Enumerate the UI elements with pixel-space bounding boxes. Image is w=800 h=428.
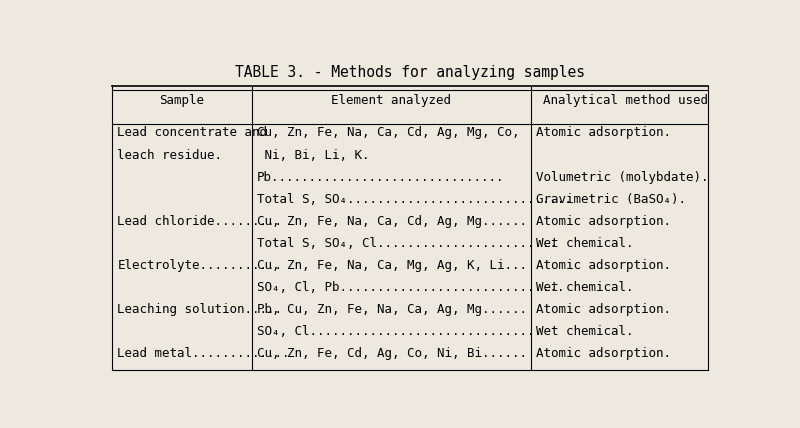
Text: Leaching solution.....: Leaching solution..... bbox=[118, 303, 282, 316]
Text: Atomic adsorption.: Atomic adsorption. bbox=[536, 259, 671, 272]
Text: Sample: Sample bbox=[159, 94, 204, 107]
Text: Cu, Zn, Fe, Na, Ca, Cd, Ag, Mg, Co,: Cu, Zn, Fe, Na, Ca, Cd, Ag, Mg, Co, bbox=[257, 127, 519, 140]
Text: Cu, Zn, Fe, Cd, Ag, Co, Ni, Bi......: Cu, Zn, Fe, Cd, Ag, Co, Ni, Bi...... bbox=[257, 347, 527, 360]
Text: SO₄, Cl, Pb..............................: SO₄, Cl, Pb.............................… bbox=[257, 281, 564, 294]
Text: Atomic adsorption.: Atomic adsorption. bbox=[536, 303, 671, 316]
Text: Lead metal.............: Lead metal............. bbox=[118, 347, 290, 360]
Text: Wet chemical.: Wet chemical. bbox=[536, 325, 634, 338]
Text: Cu, Zn, Fe, Na, Ca, Mg, Ag, K, Li...: Cu, Zn, Fe, Na, Ca, Mg, Ag, K, Li... bbox=[257, 259, 527, 272]
Text: Analytical method used: Analytical method used bbox=[543, 94, 708, 107]
Text: Pb...............................: Pb............................... bbox=[257, 171, 504, 184]
Text: Atomic adsorption.: Atomic adsorption. bbox=[536, 215, 671, 228]
Text: Atomic adsorption.: Atomic adsorption. bbox=[536, 127, 671, 140]
Text: Cu, Zn, Fe, Na, Ca, Cd, Ag, Mg......: Cu, Zn, Fe, Na, Ca, Cd, Ag, Mg...... bbox=[257, 215, 527, 228]
Text: Lead chloride.........: Lead chloride......... bbox=[118, 215, 282, 228]
Text: Ni, Bi, Li, K.: Ni, Bi, Li, K. bbox=[257, 149, 370, 162]
Text: Element analyzed: Element analyzed bbox=[331, 94, 451, 107]
Text: Atomic adsorption.: Atomic adsorption. bbox=[536, 347, 671, 360]
Text: Pb, Cu, Zn, Fe, Na, Ca, Ag, Mg......: Pb, Cu, Zn, Fe, Na, Ca, Ag, Mg...... bbox=[257, 303, 527, 316]
Text: Wet chemical.: Wet chemical. bbox=[536, 237, 634, 250]
Text: Wet chemical.: Wet chemical. bbox=[536, 281, 634, 294]
Text: SO₄, Cl...............................: SO₄, Cl............................... bbox=[257, 325, 542, 338]
Text: Lead concentrate and: Lead concentrate and bbox=[118, 127, 267, 140]
Text: Gravimetric (BaSO₄).: Gravimetric (BaSO₄). bbox=[536, 193, 686, 206]
Text: leach residue.: leach residue. bbox=[118, 149, 222, 162]
Text: Total S, SO₄..............................: Total S, SO₄............................… bbox=[257, 193, 572, 206]
Text: Total S, SO₄, Cl........................: Total S, SO₄, Cl........................ bbox=[257, 237, 557, 250]
Text: TABLE 3. - Methods for analyzing samples: TABLE 3. - Methods for analyzing samples bbox=[235, 65, 585, 80]
Text: Electrolyte...........: Electrolyte........... bbox=[118, 259, 282, 272]
Text: Volumetric (molybdate).: Volumetric (molybdate). bbox=[536, 171, 708, 184]
